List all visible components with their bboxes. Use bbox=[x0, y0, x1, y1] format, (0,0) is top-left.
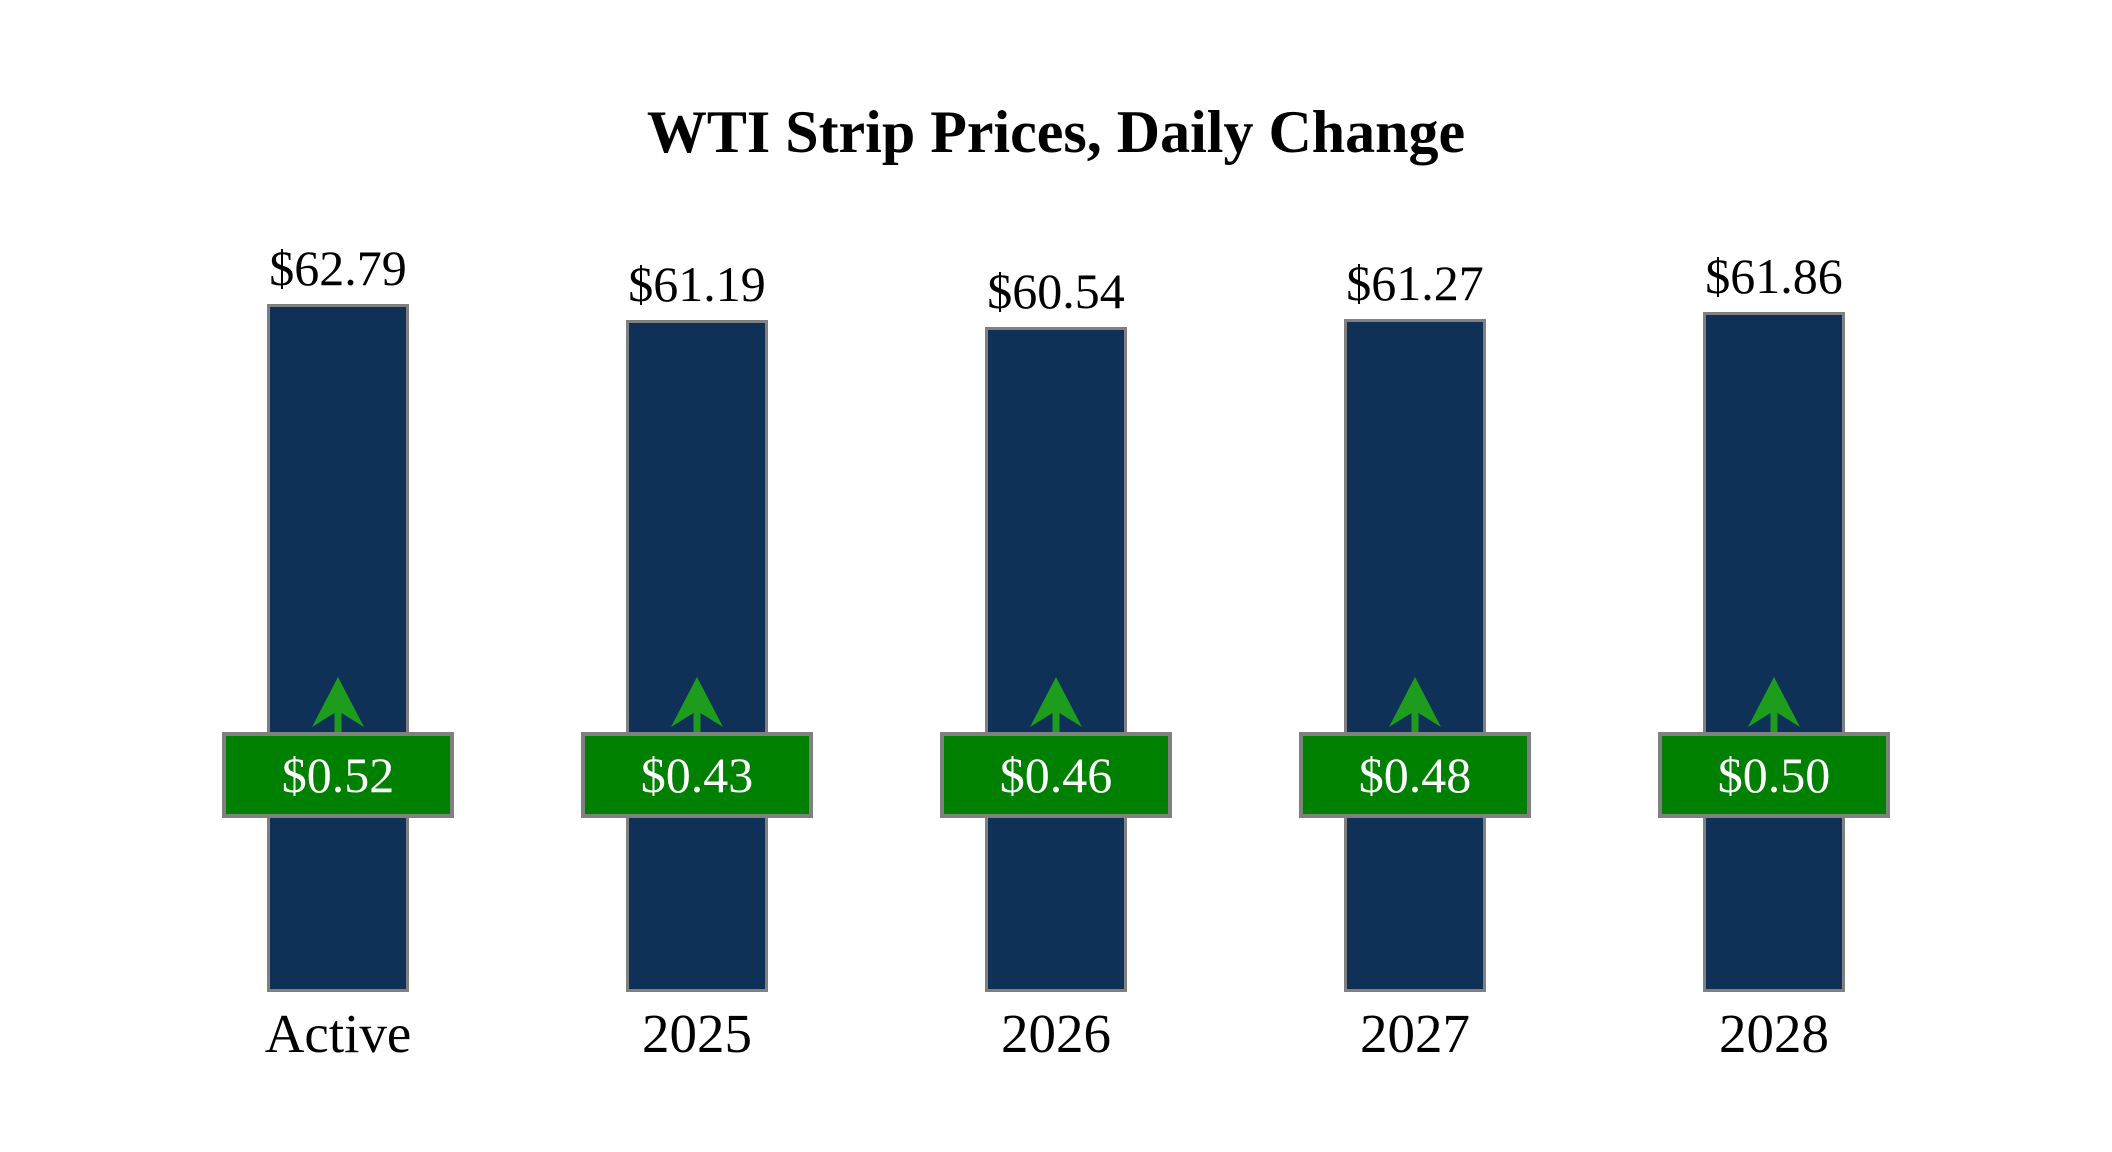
price-label: $62.79 bbox=[269, 240, 407, 296]
change-badge: $0.46 bbox=[940, 732, 1172, 818]
chart-title: WTI Strip Prices, Daily Change bbox=[646, 99, 1466, 165]
category-label: 2026 bbox=[1001, 1003, 1111, 1064]
bar-group-2028: $61.86 $0.50 2028 bbox=[1654, 240, 1894, 1064]
price-bar bbox=[1344, 319, 1486, 992]
change-value: $0.48 bbox=[1358, 747, 1472, 803]
change-badge: $0.50 bbox=[1658, 732, 1890, 818]
change-value: $0.50 bbox=[1717, 747, 1831, 803]
bar-group-2026: $60.54 $0.46 2026 bbox=[936, 240, 1176, 1064]
price-label: $61.19 bbox=[628, 256, 766, 312]
change-value: $0.46 bbox=[999, 747, 1113, 803]
up-arrow-icon bbox=[1389, 677, 1441, 733]
category-label: 2028 bbox=[1719, 1003, 1829, 1064]
change-badge: $0.52 bbox=[222, 732, 454, 818]
change-badge: $0.43 bbox=[581, 732, 813, 818]
up-arrow-icon bbox=[312, 677, 364, 733]
change-badge: $0.48 bbox=[1299, 732, 1531, 818]
category-label: 2025 bbox=[642, 1003, 752, 1064]
price-bar bbox=[626, 320, 768, 992]
change-value: $0.52 bbox=[281, 747, 395, 803]
change-value: $0.43 bbox=[640, 747, 754, 803]
price-bar bbox=[985, 327, 1127, 992]
bar-group-2027: $61.27 $0.48 2027 bbox=[1295, 240, 1535, 1064]
price-label: $61.27 bbox=[1346, 255, 1484, 311]
category-label: Active bbox=[264, 1003, 412, 1064]
price-bar bbox=[267, 304, 409, 992]
bar-group-active: $62.79 $0.52 Active bbox=[218, 240, 458, 1064]
price-label: $61.86 bbox=[1705, 248, 1843, 304]
up-arrow-icon bbox=[1030, 677, 1082, 733]
plot-area: $62.79 $0.52 Active $61.19 $0.43 2025 $6… bbox=[218, 240, 1894, 1064]
price-bar bbox=[1703, 312, 1845, 992]
up-arrow-icon bbox=[671, 677, 723, 733]
category-label: 2027 bbox=[1360, 1003, 1470, 1064]
price-label: $60.54 bbox=[987, 263, 1125, 319]
bar-group-2025: $61.19 $0.43 2025 bbox=[577, 240, 817, 1064]
up-arrow-icon bbox=[1748, 677, 1800, 733]
